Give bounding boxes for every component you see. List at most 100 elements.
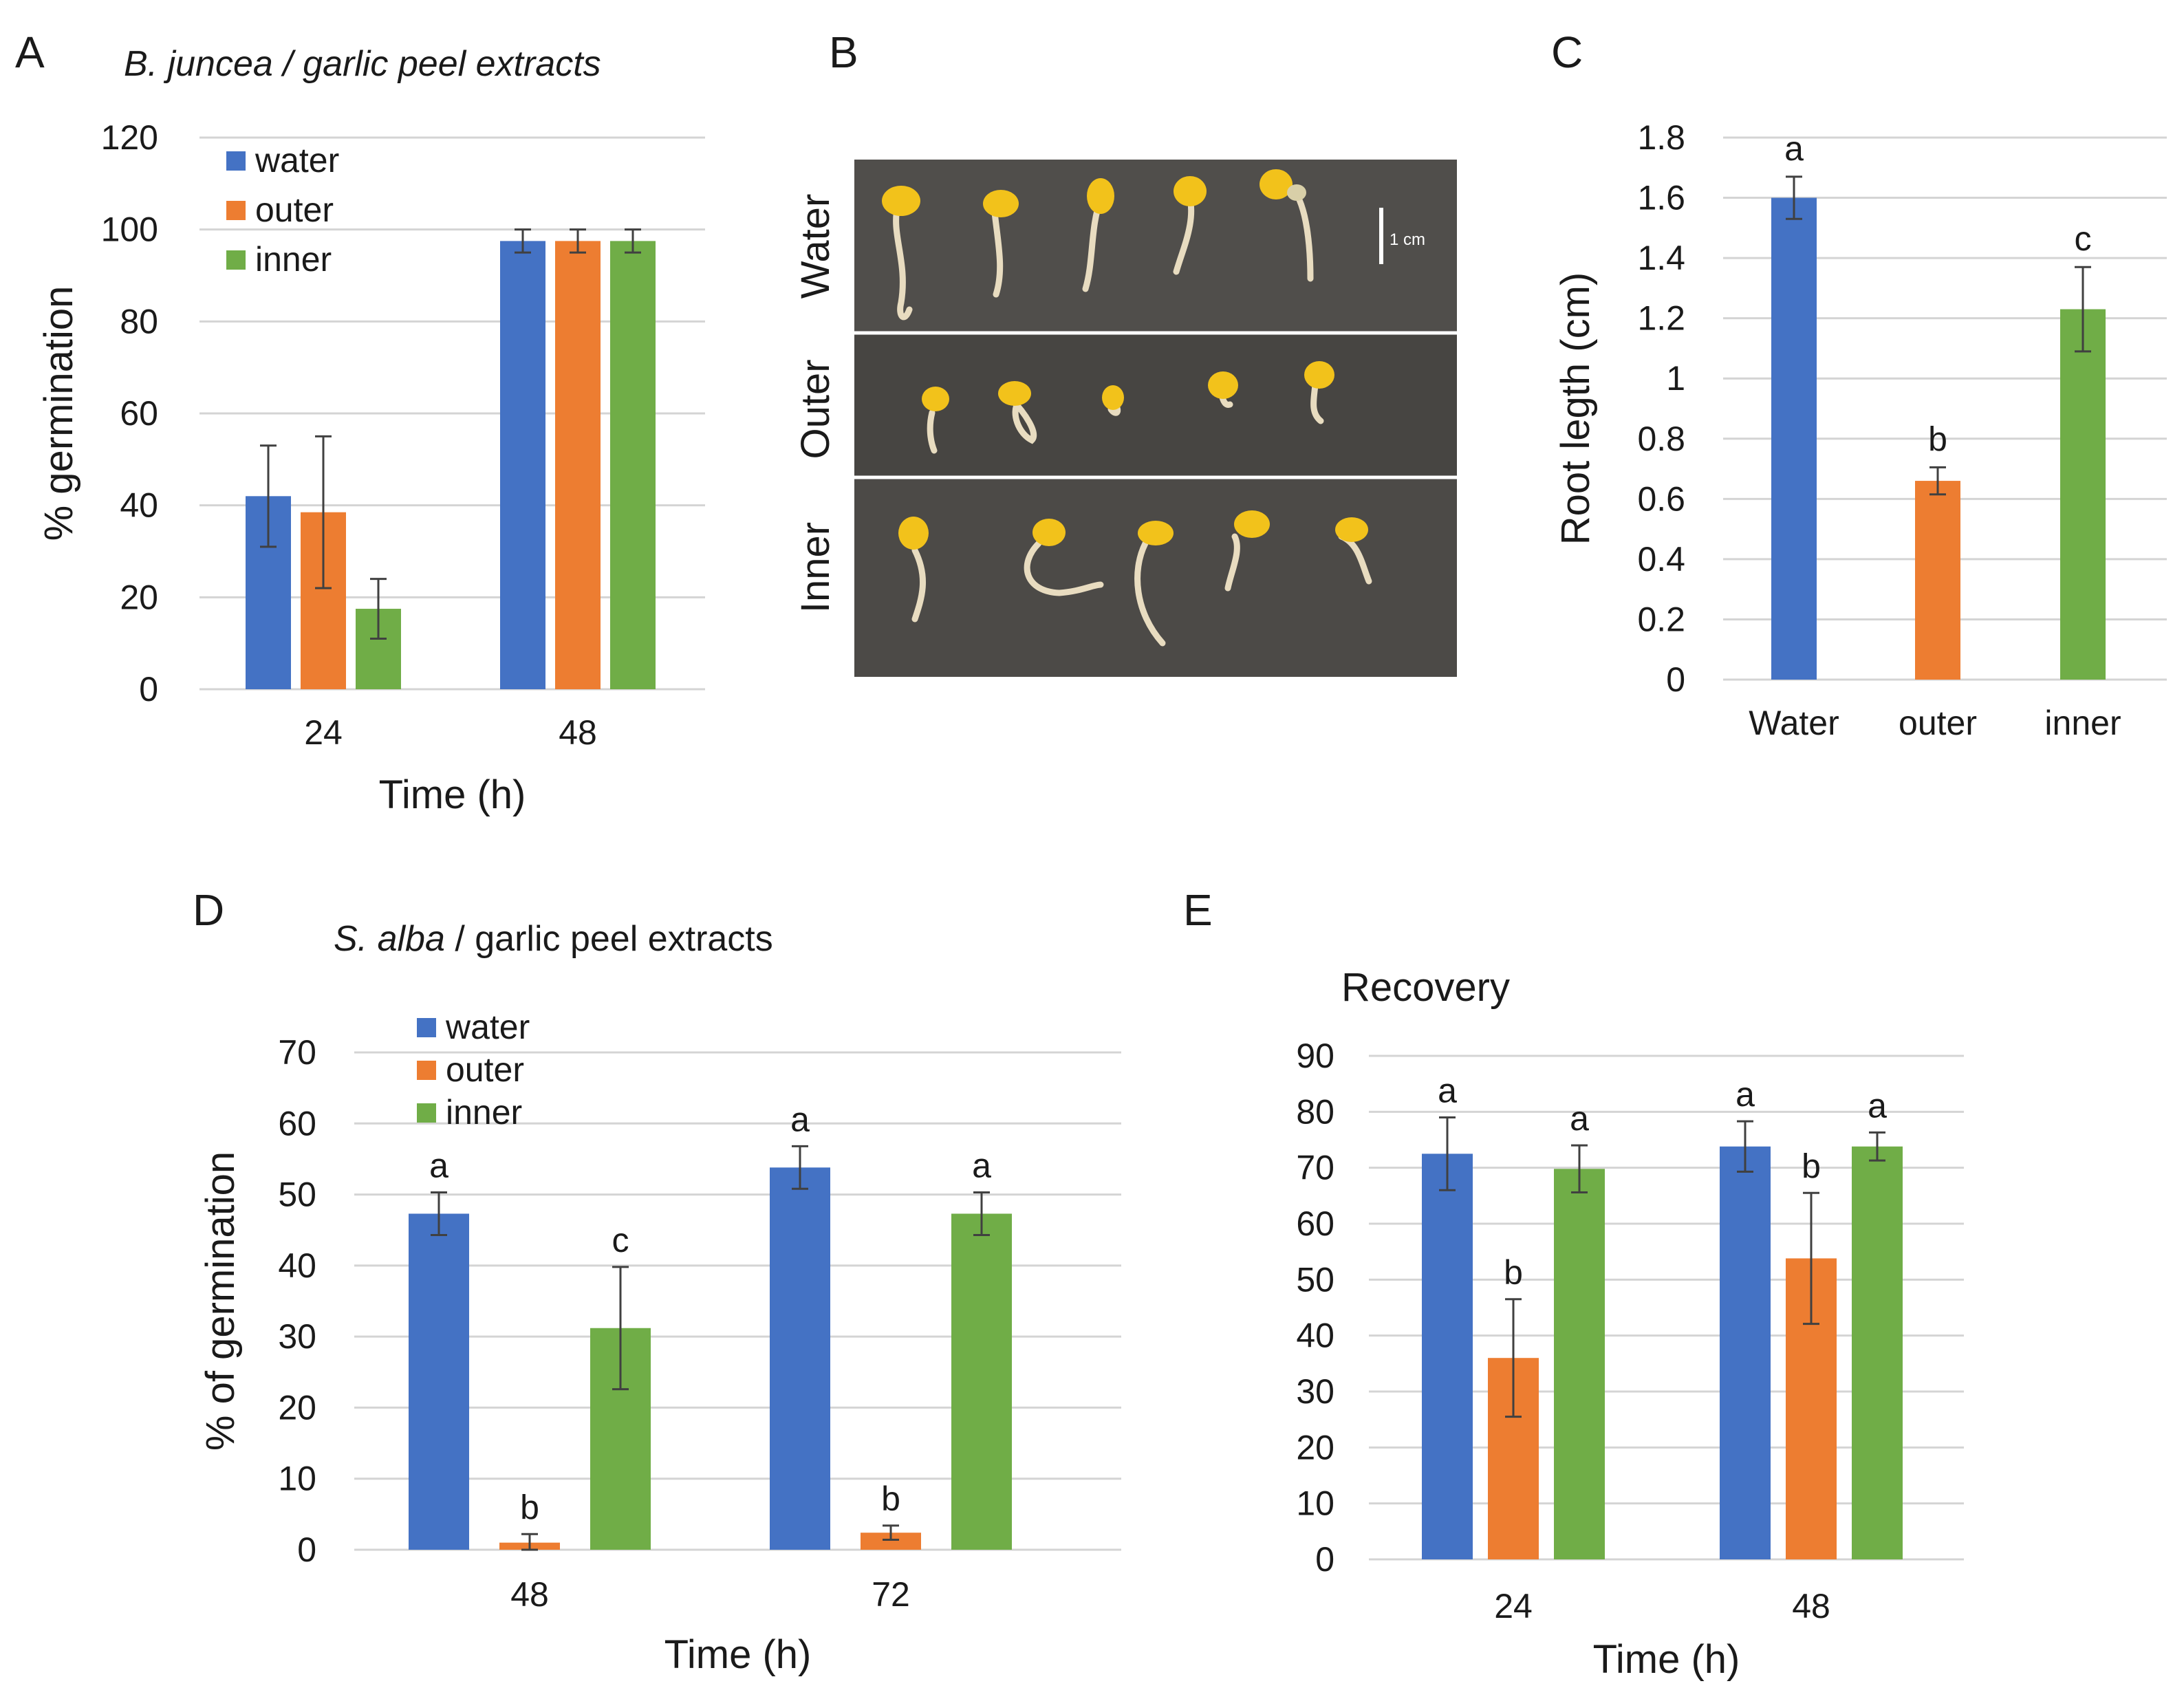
panel-letter-c: C: [1551, 28, 1583, 77]
significance-label: b: [1928, 420, 1947, 458]
significance-label: c: [2075, 219, 2092, 258]
cotyledons-outer: [922, 361, 1334, 411]
x-axis-label: Time (h): [664, 1632, 812, 1677]
panel-a: A B. juncea / garlic peel extracts 0 20 40…: [15, 28, 705, 817]
y-tick-label: 60: [1296, 1204, 1334, 1243]
bar-water: [1720, 1146, 1771, 1559]
significance-label: a: [1736, 1075, 1755, 1114]
y-tick-label: 0: [139, 670, 158, 708]
x-axis-label: Time (h): [1593, 1637, 1740, 1682]
significance-label: a: [1784, 129, 1804, 168]
bar-inner: [1554, 1169, 1605, 1559]
bar-water: [409, 1213, 469, 1550]
y-tick-label: 80: [1296, 1092, 1334, 1131]
y-tick-label: 1.6: [1637, 179, 1685, 217]
panel-a-title: B. juncea / garlic peel extracts: [124, 44, 601, 84]
panel-e-title: Recovery: [1341, 965, 1510, 1010]
panel-d-title: S. alba / garlic peel extracts: [334, 919, 773, 959]
panel-c-chart: 0 0.2 0.4 0.6 0.8 1 1.2 1.4 1.6 1.8 Root legth (cm…: [1553, 118, 2167, 742]
panel-letter-e: E: [1183, 885, 1213, 935]
x-tick-label: 24: [304, 713, 343, 752]
legend-swatch-inner: [226, 250, 246, 270]
cotyledons-water: [882, 169, 1306, 217]
significance-label: a: [429, 1146, 448, 1184]
bar-inner: [1852, 1146, 1903, 1559]
y-tick-label: 0.8: [1637, 420, 1685, 458]
bar-water: [500, 241, 545, 689]
y-tick-label: 10: [278, 1460, 316, 1498]
significance-label: a: [1868, 1086, 1887, 1125]
panel-d-chart: 0 10 20 30 40 50 60 70 % of germination Time (h) 4…: [198, 1008, 1121, 1677]
y-tick-label: 10: [1296, 1484, 1334, 1523]
y-tick-label: 0.6: [1637, 479, 1685, 518]
x-axis-label: Time (h): [379, 772, 526, 817]
x-tick-label: 72: [872, 1575, 910, 1614]
bar-water: [770, 1167, 830, 1550]
y-tick-label: 70: [1296, 1149, 1334, 1187]
panel-d: D S. alba / garlic peel extracts 0 10 20 30…: [193, 885, 1121, 1677]
x-tick-label: inner: [2044, 704, 2121, 742]
panel-b: B Water Outer Inner 1 cm: [793, 28, 1457, 677]
bar-inner: [610, 241, 656, 689]
row-label-outer: Outer: [793, 359, 838, 459]
significance-label: c: [612, 1221, 629, 1259]
y-axis-label: Root legth (cm): [1553, 272, 1598, 545]
y-tick-label: 60: [278, 1104, 316, 1143]
significance-label: a: [972, 1146, 991, 1184]
panel-d-title-italic: S. alba: [334, 919, 445, 959]
panel-e: E Recovery 0 10 20 30 40 50 60 70 80 90 Time (h) 24…: [1183, 885, 1964, 1682]
legend-label-outer: outer: [446, 1050, 524, 1089]
scale-bar-label: 1 cm: [1390, 230, 1425, 249]
panel-letter-b: B: [829, 28, 858, 77]
y-tick-label: 90: [1296, 1037, 1334, 1075]
y-tick-label: 60: [120, 394, 158, 433]
legend-swatch-water: [417, 1018, 436, 1037]
x-tick-label: 48: [510, 1575, 549, 1614]
y-tick-label: 20: [120, 578, 158, 616]
y-tick-label: 20: [278, 1388, 316, 1427]
legend-swatch-inner: [417, 1103, 436, 1123]
panel-c: C 0 0.2 0.4 0.6 0.8 1 1.2 1.4 1.6 1.8 Root legth (…: [1551, 28, 2167, 742]
y-tick-label: 0: [1666, 660, 1685, 699]
significance-label: b: [1504, 1253, 1523, 1292]
bar-outer: [1915, 481, 1960, 680]
legend-label-inner: inner: [255, 240, 332, 279]
y-tick-label: 1.2: [1637, 299, 1685, 338]
y-tick-label: 20: [1296, 1428, 1334, 1467]
panel-a-chart: 0 20 40 60 80 100 120 % germination Time (h) 24 48…: [36, 118, 705, 817]
y-tick-label: 100: [101, 210, 158, 249]
y-tick-label: 120: [101, 118, 158, 157]
bar-water: [1422, 1154, 1473, 1559]
y-tick-label: 30: [1296, 1372, 1334, 1411]
significance-label: b: [520, 1488, 539, 1526]
y-tick-label: 40: [278, 1246, 316, 1285]
y-tick-label: 30: [278, 1317, 316, 1356]
significance-label: b: [1802, 1147, 1821, 1185]
significance-label: a: [1438, 1071, 1457, 1110]
bar-outer: [555, 241, 601, 689]
x-tick-label: Water: [1749, 704, 1839, 742]
legend-swatch-outer: [226, 201, 246, 220]
x-tick-label: 48: [559, 713, 597, 752]
panel-letter-d: D: [193, 885, 224, 935]
legend-label-inner: inner: [446, 1093, 522, 1132]
significance-label: b: [881, 1480, 900, 1518]
significance-label: a: [1570, 1099, 1589, 1138]
cotyledons-inner: [898, 510, 1368, 550]
row-label-inner: Inner: [793, 522, 838, 613]
y-tick-label: 0: [1315, 1540, 1334, 1579]
y-axis-label: % of germination: [198, 1151, 243, 1451]
legend-label-water: water: [255, 141, 339, 180]
y-tick-label: 1: [1666, 359, 1685, 398]
significance-label: a: [790, 1100, 810, 1138]
y-tick-label: 70: [278, 1033, 316, 1072]
y-tick-label: 1.4: [1637, 239, 1685, 277]
legend-swatch-outer: [417, 1061, 436, 1080]
legend-label-water: water: [445, 1008, 530, 1046]
y-tick-label: 0.2: [1637, 600, 1685, 638]
legend-swatch-water: [226, 151, 246, 171]
bar-inner: [951, 1213, 1012, 1550]
x-tick-label: 24: [1494, 1587, 1533, 1625]
y-tick-label: 1.8: [1637, 118, 1685, 157]
